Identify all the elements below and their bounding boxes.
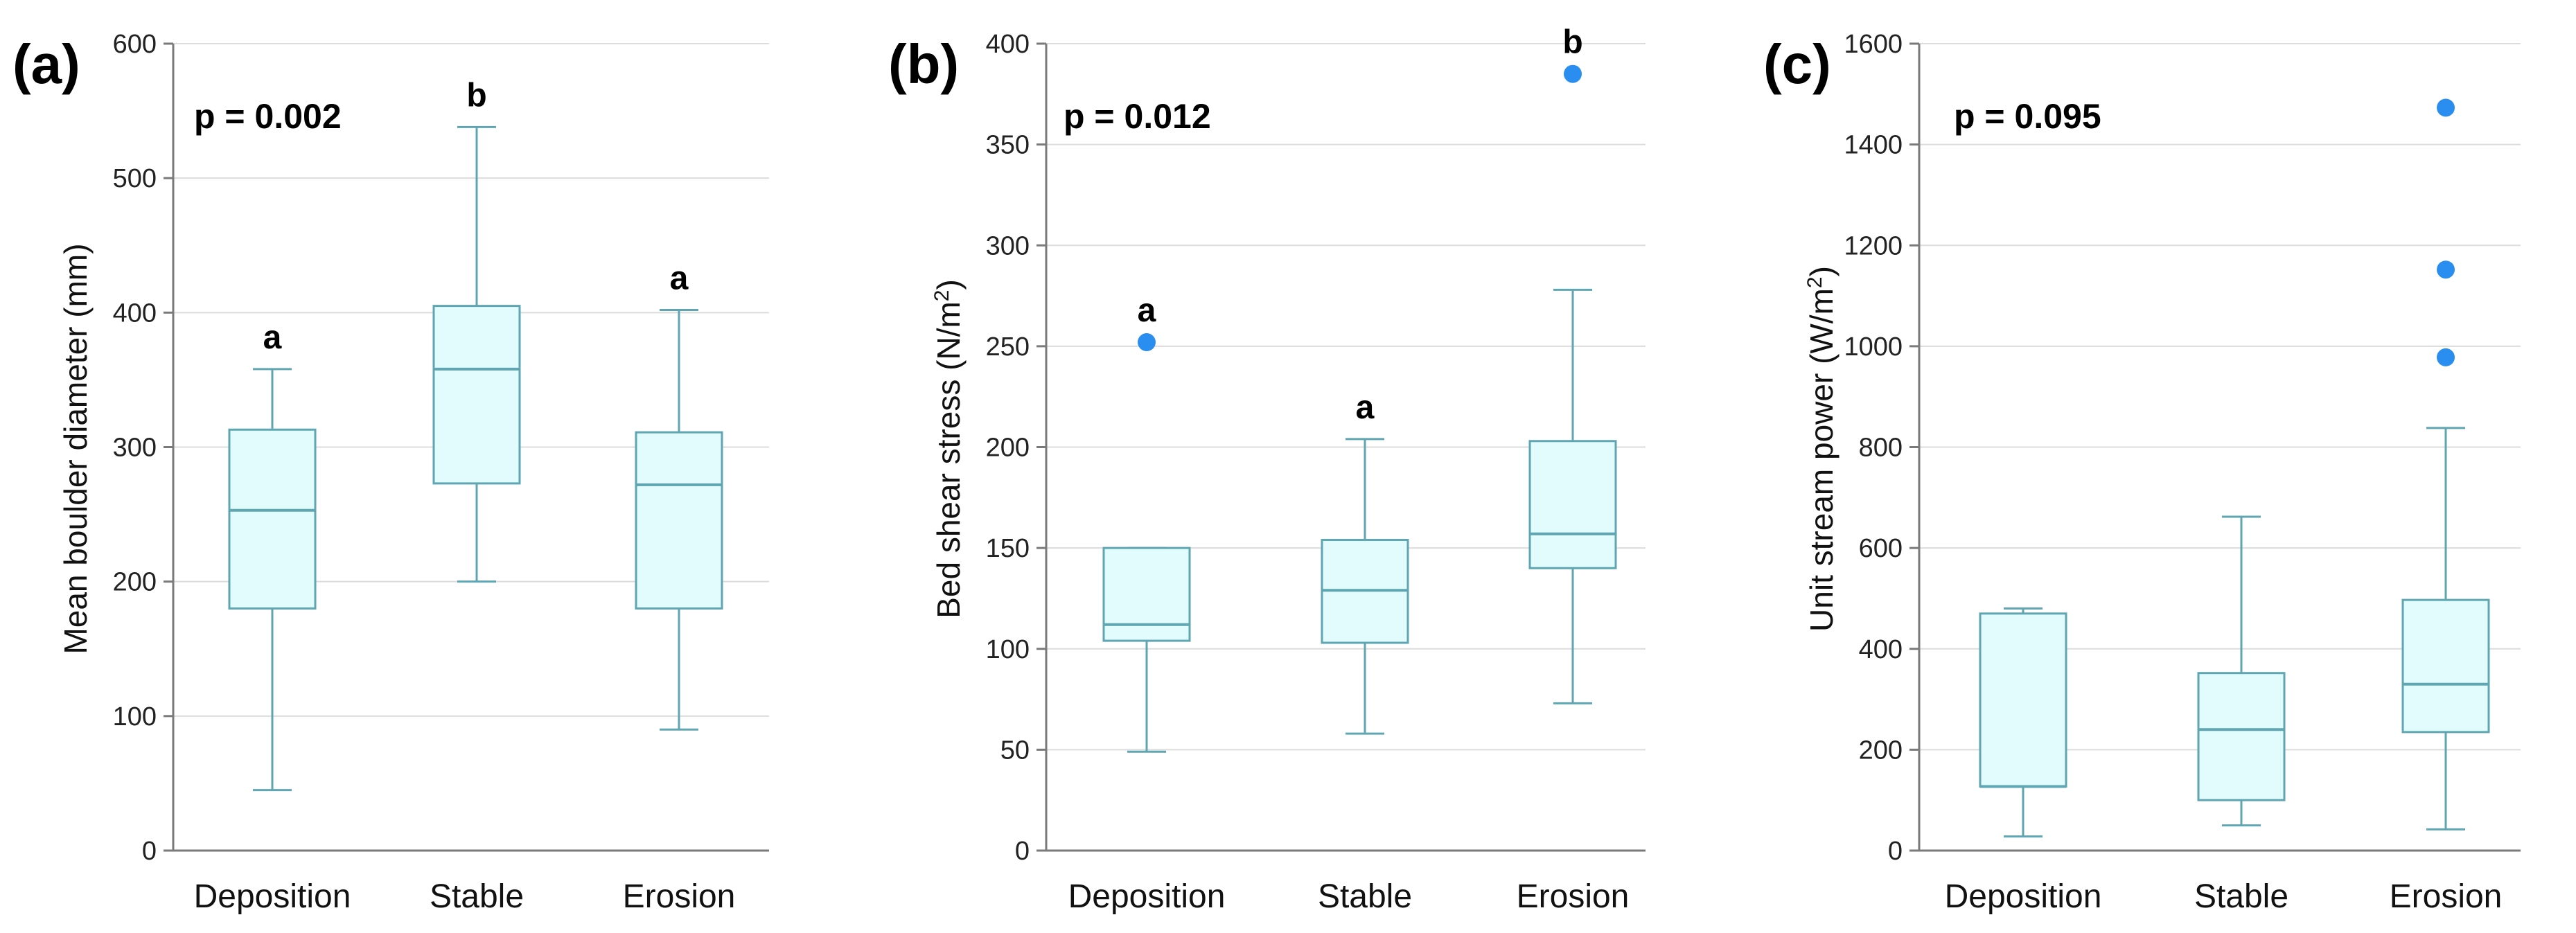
panel-a-deposition-sig-letter: a [263,319,282,356]
panel-a-y-tick-label: 500 [113,164,157,193]
panel-a-y-tick-label: 0 [142,837,157,866]
panel-a-boxes [228,125,723,792]
panel-a-y-tick-label: 300 [113,434,157,463]
panel-a-erosion-iqr-box [635,431,723,610]
panel-c-y-axis-title-main: Unit stream power (W/m [1803,288,1840,632]
panel-c-y-axis-title-tail: ) [1803,266,1840,276]
panel-a-y-tick-label: 400 [113,299,157,328]
panel-c-x-tick-label: Stable [2194,878,2288,915]
panel-b-y-tick-label: 50 [1000,736,1030,765]
panel-a-erosion-sig-letter: a [670,260,689,296]
panel-c-x-tick-label: Erosion [2390,878,2503,915]
panel-a-stable-sig-letter: b [466,77,486,114]
panel-a-box-erosion [635,308,723,731]
panel-c-y-tick-label: 1200 [1844,231,1903,260]
panel-b-y-tick-label: 200 [986,434,1030,463]
panel-a-box-deposition [228,368,317,792]
panel-a-stable-iqr-box [432,305,521,485]
panel-a-p-value: p = 0.002 [194,97,342,136]
panel-a-deposition-iqr-box [228,428,317,610]
panel-b-box-erosion [1528,64,1617,704]
panel-b-deposition-iqr-box [1102,547,1191,642]
panel-c-deposition-iqr-box [1979,612,2067,788]
panel-c-box-erosion [2401,98,2490,830]
panel-b-tick-labels: 0 50 100 150 200 250 300 350 400 a Deposition a Stab… [986,24,1630,915]
panel-b-erosion-outlier [1564,64,1582,83]
panel-b-x-tick-label: Erosion [1517,878,1630,915]
panel-c-x-tick-label: Deposition [1945,878,2102,915]
panel-b-deposition-sig-letter: a [1138,292,1156,329]
panel-b-box-deposition [1102,333,1191,753]
panel-c-y-tick-label: 0 [1888,837,1903,866]
panel-b-y-tick-label: 350 [986,131,1030,160]
panel-b-y-axis-title-main: Bed shear stress (N/m [930,301,967,619]
panel-b-x-tick-label: Deposition [1068,878,1226,915]
panel-c-erosion-iqr-box [2401,598,2490,734]
panel-a-y-axis-title: Mean boulder diameter (mm) [58,243,94,654]
panel-c-y-tick-label: 600 [1859,534,1903,563]
panel-b-y-tick-label: 400 [986,30,1030,59]
panel-c-y-tick-label: 800 [1859,434,1903,463]
panel-a-x-tick-label: Erosion [623,878,736,915]
panel-b: (b) Bed shear stress (N/m2) p = 0.012 0 5… [888,24,1646,915]
panel-b-x-tick-label: Stable [1318,878,1412,915]
panel-c-y-tick-label: 1400 [1844,131,1903,160]
panel-c-stable-iqr-box [2197,672,2286,801]
panel-c-p-value: p = 0.095 [1954,97,2101,136]
panel-a-label: (a) [12,33,80,95]
panel-c-label: (c) [1763,33,1831,95]
panel-a-y-tick-label: 100 [113,702,157,731]
panel-a-y-tick-label: 600 [113,30,157,59]
panel-c-box-stable [2197,515,2286,827]
panel-c: (c) Unit stream power (W/m2) p = 0.095 0… [1763,30,2521,915]
panel-b-stable-sig-letter: a [1356,389,1375,426]
panel-c-erosion-outlier [2437,348,2455,366]
panel-b-deposition-outlier [1138,333,1156,352]
panel-c-y-axis-title-sup: 2 [1803,276,1826,288]
panel-c-y-tick-label: 400 [1859,635,1903,664]
panel-b-y-tick-label: 300 [986,231,1030,260]
panel-a-x-tick-label: Stable [430,878,524,915]
panel-b-y-tick-label: 100 [986,635,1030,664]
panel-a-box-stable [432,125,521,583]
panel-c-erosion-outlier [2437,98,2455,117]
panel-a-tick-labels: 0 100 200 300 400 500 600 a Deposition b Stable a Er… [113,30,736,915]
panel-b-y-axis-title-sup: 2 [930,290,953,302]
panel-c-erosion-outlier [2437,260,2455,279]
panel-b-box-stable [1321,438,1409,735]
panel-a-x-tick-label: Deposition [194,878,351,915]
panel-c-y-tick-label: 200 [1859,736,1903,765]
panel-b-label: (b) [888,33,959,95]
panel-a-axes [164,42,769,852]
panel-c-axes [1909,42,2521,852]
panel-c-boxes [1979,98,2490,838]
panel-a: (a) Mean boulder diameter (mm) p = 0.002… [12,30,769,915]
panel-a-y-tick-label: 200 [113,568,157,597]
panel-c-y-axis-title: Unit stream power (W/m2) [1803,266,1840,632]
panel-c-tick-labels: 0 200 400 600 800 1000 1200 1400 1600 Deposition S… [1844,30,2502,915]
panel-c-box-deposition [1979,607,2067,838]
panel-b-y-tick-label: 0 [1015,837,1030,866]
panel-b-y-axis-title: Bed shear stress (N/m2) [930,279,967,619]
panel-c-y-tick-label: 1600 [1844,30,1903,59]
panel-b-axes [1036,42,1646,852]
panel-c-y-tick-label: 1000 [1844,332,1903,362]
panel-b-y-axis-title-tail: ) [930,279,967,290]
panel-b-boxes [1102,64,1617,753]
panel-b-erosion-iqr-box [1528,440,1617,569]
panel-b-p-value: p = 0.012 [1064,97,1211,136]
panel-b-y-tick-label: 150 [986,534,1030,563]
panel-b-y-tick-label: 250 [986,332,1030,362]
panel-b-erosion-sig-letter: b [1562,24,1582,61]
